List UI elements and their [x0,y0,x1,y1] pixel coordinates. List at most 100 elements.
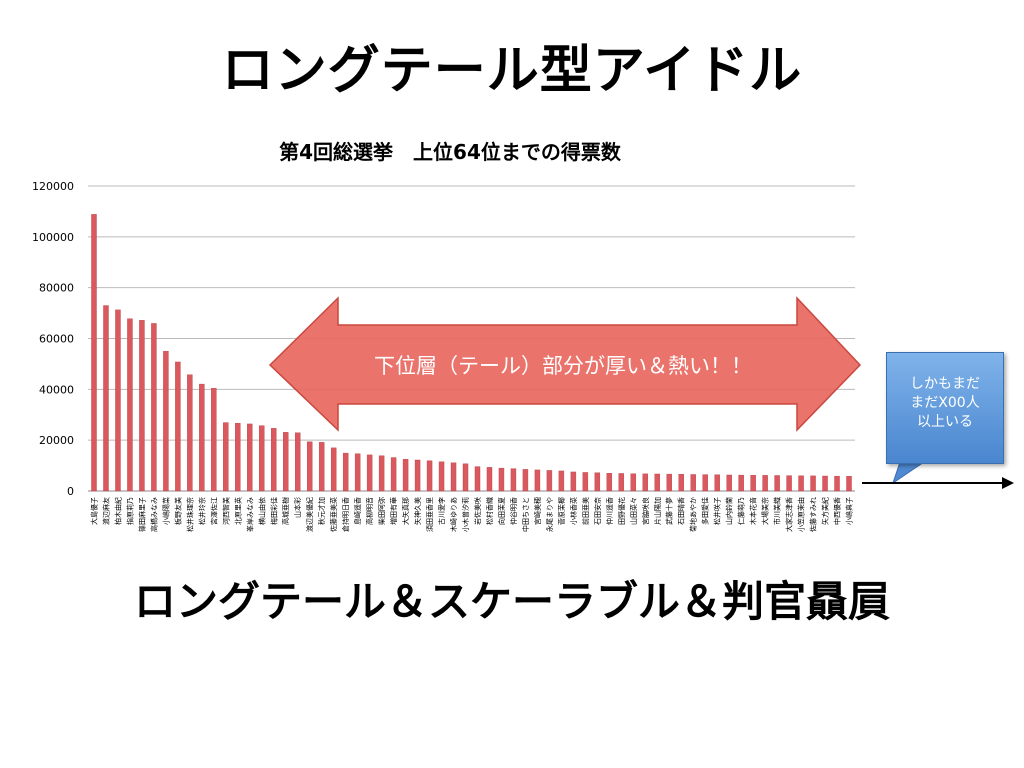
x-category-label: 木崎ゆりあ [449,497,458,532]
bar [127,318,133,492]
x-category-label: 佐藤すみれ [809,497,818,532]
bar [402,459,409,492]
callout-tail [892,461,926,485]
bar [678,474,684,492]
x-category-label: 峯岸みなみ [246,497,254,532]
slide-title: ロングテール型アイドル [221,41,803,101]
bar [318,442,325,492]
x-category-label: 宮澤佐江 [209,497,218,525]
x-category-label: 高柳明音 [365,497,374,525]
bar [235,423,241,492]
x-category-label: 木本花音 [749,497,758,525]
x-category-label: 柴田阿弥 [377,497,386,525]
x-category-label: 大場美奈 [761,497,770,525]
bar [199,383,205,492]
bar [366,454,373,492]
bar [594,472,601,492]
bar [103,305,109,492]
bar [798,475,804,492]
x-category-label: 菊地あやか [689,497,698,532]
x-category-label: 大島優子 [89,497,98,525]
x-category-label: 篠田麻里子 [137,497,146,532]
bar [378,455,385,492]
x-category-label: 武藤十夢 [665,497,674,525]
chart-title: 第4回総選挙 上位64位までの得票数 [279,140,621,164]
bar [211,388,217,492]
x-category-label: 松井咲子 [713,497,722,525]
bar [342,452,349,492]
x-category-label: 多田愛佳 [701,497,710,525]
chart-annotations: 下位層（テール）部分が厚い＆熱い！！ [268,296,1014,489]
x-category-label: 渡辺美優紀 [305,497,314,532]
bar [642,473,648,492]
x-category-label: 須田亜香里 [425,497,434,532]
bar [582,472,589,492]
bar [774,475,780,492]
bar [187,374,193,492]
x-category-label: 増田有華 [389,497,398,525]
bar [474,466,481,492]
x-category-label: 秋元才加 [317,497,326,525]
bar [462,463,469,492]
x-category-label: 小嶋真子 [845,497,854,525]
x-category-label: 菅原茉椰 [557,497,566,525]
x-category-label: 高橋みなみ [149,497,158,532]
bar [414,459,421,492]
bar [558,470,565,492]
bar [762,475,768,492]
x-category-label: 松井珠理奈 [185,497,194,532]
y-tick-label: 0 [67,485,74,498]
bar [91,214,97,492]
bar [486,467,493,492]
bar [306,441,313,492]
x-category-label: 山田菜々 [629,497,638,525]
bar [810,475,816,492]
bar [618,473,625,492]
x-category-label: 市川美織 [773,497,782,525]
bar [151,323,157,492]
bar [426,460,433,492]
bar [546,470,553,492]
x-category-label: 中西優香 [833,497,842,525]
x-category-label: 北原里英 [233,497,242,525]
x-category-label: 板野友美 [173,497,182,525]
bar [330,447,337,492]
x-category-label: 矢方美紀 [821,497,830,525]
x-category-label: 山内鈴蘭 [725,497,734,525]
bar [666,473,672,492]
bar [354,453,361,492]
y-tick-label: 20000 [39,434,74,447]
bar [534,469,541,492]
x-category-label: 岩佐美咲 [473,497,482,525]
bar [223,422,229,492]
x-category-label: 永尾まりや [545,497,554,532]
callout-line-3: 以上いる [917,414,973,430]
x-category-label: 指原莉乃 [125,497,134,525]
y-tick-label: 40000 [39,383,74,396]
x-category-label: 仲川遥香 [605,497,614,525]
x-category-label: 田野優花 [617,497,626,525]
bar [750,475,756,492]
bar [702,474,708,492]
bar [295,432,301,492]
x-category-label: 宮脇咲良 [641,497,650,525]
slide-caption: ロングテール＆スケーラブル＆判官贔屓 [133,577,890,626]
x-category-label: 小林香菜 [569,497,578,525]
y-tick-label: 120000 [32,180,74,193]
y-tick-label: 60000 [39,333,74,346]
bar [259,425,265,492]
bar [522,469,529,492]
bar [271,428,277,492]
bar [714,474,720,492]
bar [510,468,517,492]
x-category-label: 矢神久美 [413,497,422,525]
x-category-label: 宮崎美穂 [533,497,542,525]
bar [822,475,828,492]
x-category-label: 松井玲奈 [197,497,206,525]
y-tick-label: 80000 [39,282,74,295]
bar [846,476,852,492]
bar [498,467,505,492]
bar [175,361,181,492]
y-tick-label: 100000 [32,231,74,244]
x-category-label: 横山由依 [257,497,266,525]
